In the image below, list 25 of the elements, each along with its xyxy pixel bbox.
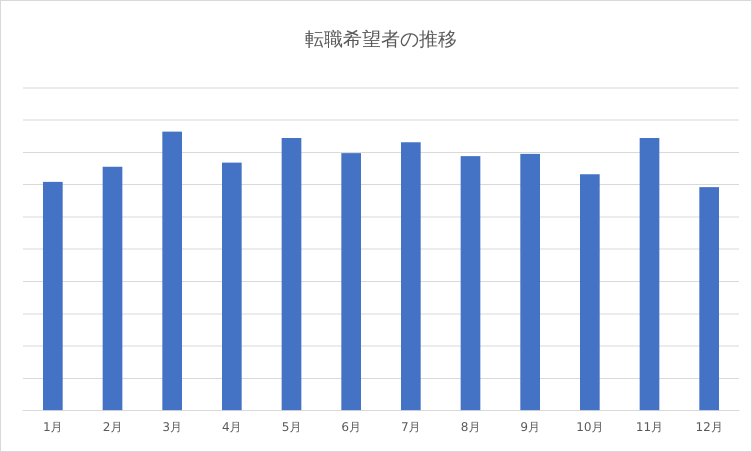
x-tick-label: 7月 [401,420,421,434]
bar [42,182,63,410]
bar [162,132,182,410]
bar [341,153,362,410]
x-tick-label: 3月 [162,420,182,434]
bar [640,138,660,410]
x-tick-label: 8月 [460,420,480,434]
x-tick-label: 10月 [576,420,604,434]
bar [699,187,720,410]
bar [222,162,242,410]
bar [282,138,302,410]
bar [400,142,421,410]
bar [460,156,480,410]
bar [580,174,600,410]
x-tick-label: 12月 [696,420,723,434]
bar [520,154,540,410]
chart-title: 転職希望者の推移 [305,28,457,50]
x-tick-label: 11月 [636,420,664,434]
x-tick-label: 4月 [222,420,242,434]
x-tick-label: 9月 [520,420,540,434]
bar [102,166,122,410]
x-tick-label: 5月 [282,420,302,434]
x-tick-label: 1月 [43,420,63,434]
x-tick-label: 2月 [102,420,122,434]
x-tick-label: 6月 [341,420,361,434]
